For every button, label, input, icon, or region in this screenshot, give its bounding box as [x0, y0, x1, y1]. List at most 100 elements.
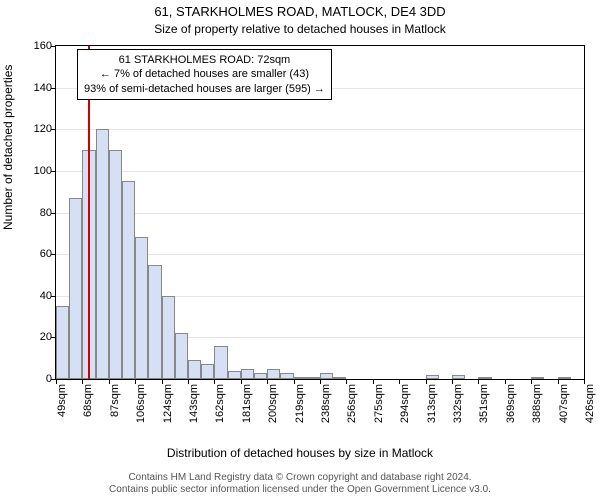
- x-tick-mark: [82, 380, 83, 384]
- annotation-line: 61 STARKHOLMES ROAD: 72sqm: [84, 53, 325, 67]
- x-tick-mark: [426, 380, 427, 384]
- x-tick-mark: [109, 380, 110, 384]
- histogram-bar: [241, 369, 254, 379]
- x-tick-mark: [56, 380, 57, 384]
- x-tick-mark: [584, 380, 585, 384]
- histogram-bar: [148, 265, 161, 379]
- x-tick-label: 426sqm: [584, 384, 596, 439]
- chart-sub-title: Size of property relative to detached ho…: [0, 22, 600, 36]
- y-tick-mark: [51, 254, 55, 255]
- histogram-bar: [135, 237, 148, 379]
- x-tick-mark: [346, 380, 347, 384]
- x-tick-label: 332sqm: [452, 384, 464, 439]
- y-tick-label: 20: [12, 331, 52, 343]
- histogram-bar: [228, 371, 241, 379]
- x-tick-label: 407sqm: [558, 384, 570, 439]
- x-tick-label: 294sqm: [399, 384, 411, 439]
- histogram-bar: [69, 198, 82, 379]
- x-tick-mark: [399, 380, 400, 384]
- x-tick-label: 256sqm: [346, 384, 358, 439]
- x-tick-mark: [188, 380, 189, 384]
- histogram-bar: [201, 364, 214, 379]
- x-tick-label: 124sqm: [162, 384, 174, 439]
- x-tick-mark: [267, 380, 268, 384]
- chart-container: { "chart": { "type": "histogram", "title…: [0, 0, 600, 500]
- histogram-bar: [56, 306, 69, 379]
- x-tick-label: 143sqm: [188, 384, 200, 439]
- chart-main-title: 61, STARKHOLMES ROAD, MATLOCK, DE4 3DD: [0, 4, 600, 19]
- annotation-line: 93% of semi-detached houses are larger (…: [84, 82, 325, 96]
- x-tick-mark: [241, 380, 242, 384]
- x-tick-label: 49sqm: [56, 384, 68, 439]
- y-tick-label: 40: [12, 290, 52, 302]
- y-tick-label: 140: [12, 82, 52, 94]
- gridline: [56, 213, 584, 214]
- x-tick-label: 275sqm: [373, 384, 385, 439]
- histogram-bar: [96, 129, 109, 379]
- x-tick-mark: [320, 380, 321, 384]
- x-tick-label: 313sqm: [426, 384, 438, 439]
- x-tick-mark: [214, 380, 215, 384]
- x-tick-label: 200sqm: [267, 384, 279, 439]
- x-tick-label: 162sqm: [214, 384, 226, 439]
- histogram-bar: [307, 377, 320, 379]
- x-tick-label: 369sqm: [505, 384, 517, 439]
- histogram-bar: [478, 377, 491, 379]
- histogram-bar: [122, 181, 135, 379]
- y-tick-mark: [51, 88, 55, 89]
- histogram-bar: [531, 377, 544, 379]
- x-tick-mark: [505, 380, 506, 384]
- x-tick-mark: [294, 380, 295, 384]
- histogram-bar: [188, 360, 201, 379]
- y-tick-mark: [51, 46, 55, 47]
- y-tick-mark: [51, 213, 55, 214]
- y-tick-label: 60: [12, 248, 52, 260]
- y-tick-label: 120: [12, 123, 52, 135]
- x-tick-label: 68sqm: [82, 384, 94, 439]
- x-tick-mark: [531, 380, 532, 384]
- annotation-line: ← 7% of detached houses are smaller (43): [84, 67, 325, 81]
- histogram-bar: [267, 369, 280, 379]
- histogram-bar: [426, 375, 439, 379]
- x-axis-title: Distribution of detached houses by size …: [0, 446, 600, 460]
- gridline: [56, 129, 584, 130]
- histogram-bar: [294, 377, 307, 379]
- histogram-bar: [452, 375, 465, 379]
- annotation-box: 61 STARKHOLMES ROAD: 72sqm← 7% of detach…: [77, 49, 332, 100]
- x-tick-label: 87sqm: [109, 384, 121, 439]
- x-tick-label: 219sqm: [294, 384, 306, 439]
- y-tick-label: 80: [12, 207, 52, 219]
- y-tick-mark: [51, 171, 55, 172]
- histogram-bar: [558, 377, 571, 379]
- histogram-bar: [214, 346, 227, 379]
- x-tick-mark: [478, 380, 479, 384]
- x-tick-mark: [373, 380, 374, 384]
- attribution-line-1: Contains HM Land Registry data © Crown c…: [0, 472, 600, 484]
- y-tick-mark: [51, 337, 55, 338]
- x-tick-label: 238sqm: [320, 384, 332, 439]
- y-tick-mark: [51, 296, 55, 297]
- histogram-bar: [280, 373, 293, 379]
- histogram-bar: [162, 296, 175, 379]
- y-tick-mark: [51, 129, 55, 130]
- y-tick-label: 100: [12, 165, 52, 177]
- attribution-line-2: Contains public sector information licen…: [0, 484, 600, 496]
- x-tick-mark: [558, 380, 559, 384]
- x-tick-label: 106sqm: [135, 384, 147, 439]
- histogram-bar: [254, 373, 267, 379]
- histogram-bar: [109, 150, 122, 379]
- x-tick-mark: [162, 380, 163, 384]
- histogram-bar: [175, 333, 188, 379]
- x-tick-label: 351sqm: [478, 384, 490, 439]
- x-tick-mark: [452, 380, 453, 384]
- x-tick-label: 388sqm: [531, 384, 543, 439]
- y-tick-mark: [51, 379, 55, 380]
- y-tick-label: 0: [12, 373, 52, 385]
- histogram-bar: [320, 373, 333, 379]
- gridline: [56, 171, 584, 172]
- x-tick-label: 181sqm: [241, 384, 253, 439]
- y-tick-label: 160: [12, 40, 52, 52]
- x-tick-mark: [135, 380, 136, 384]
- histogram-bar: [333, 377, 346, 379]
- attribution-text: Contains HM Land Registry data © Crown c…: [0, 472, 600, 496]
